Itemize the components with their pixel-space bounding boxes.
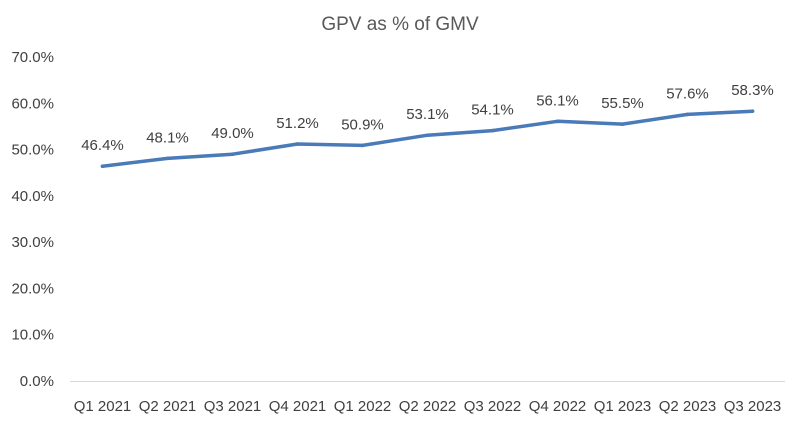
y-tick-label: 0.0% [20,373,54,390]
y-tick-label: 20.0% [11,280,54,297]
chart-title: GPV as % of GMV [321,14,479,35]
x-tick-label: Q3 2021 [204,398,262,415]
data-label: 56.1% [536,92,579,109]
y-tick-label: 50.0% [11,142,54,159]
data-point [750,109,755,113]
data-label: 58.3% [731,82,774,99]
data-point [230,152,235,156]
x-tick-label: Q4 2022 [529,398,587,415]
data-label: 49.0% [211,125,254,142]
x-tick-label: Q2 2021 [139,398,197,415]
data-point [360,143,365,148]
x-tick-label: Q2 2023 [659,398,717,415]
data-point [490,128,495,133]
y-tick-label: 60.0% [11,95,54,112]
data-label: 53.1% [406,106,449,123]
data-labels: 46.4% 48.1% 49.0% 51.2% 50.9% 53.1% 54.1% 56.1%… [81,82,774,154]
data-label: 57.6% [666,85,709,102]
series-layer [100,109,755,169]
x-tick-label: Q1 2023 [594,398,652,415]
data-point [685,112,690,117]
data-point [295,142,300,146]
data-point [555,119,560,124]
data-point [620,122,625,126]
data-label: 46.4% [81,137,124,154]
data-label: 55.5% [601,95,644,112]
x-axis: Q1 2021 Q2 2021 Q3 2021 Q4 2021 Q1 2022 Q2 20… [70,381,785,415]
y-tick-label: 30.0% [11,234,54,251]
x-tick-label: Q2 2022 [399,398,457,415]
x-tick-label: Q3 2023 [724,398,782,415]
data-point [165,156,170,161]
y-tick-label: 70.0% [11,49,54,66]
data-label: 48.1% [146,129,189,146]
x-tick-label: Q3 2022 [464,398,522,415]
y-tick-label: 10.0% [11,327,54,344]
y-tick-label: 40.0% [11,188,54,205]
data-label: 54.1% [471,102,514,119]
x-tick-label: Q1 2022 [334,398,392,415]
data-point [425,133,430,138]
data-label: 51.2% [276,115,319,132]
x-tick-label: Q4 2021 [269,398,327,415]
data-point [100,164,105,169]
data-label: 50.9% [341,116,384,133]
y-axis: 0.0% 10.0% 20.0% 30.0% 40.0% 50.0% 60.0% 70.0% [11,49,54,390]
x-tick-label: Q1 2021 [74,398,132,415]
